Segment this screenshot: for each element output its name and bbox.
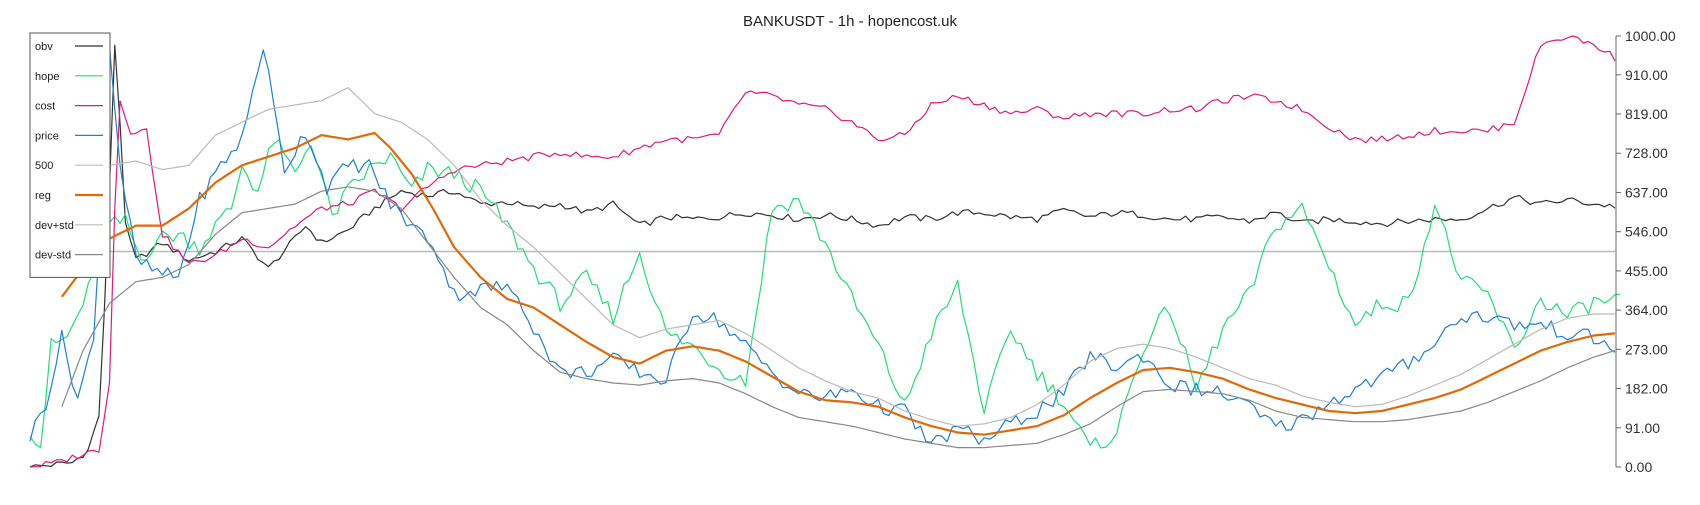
y-tick-label: 910.00 (1625, 67, 1668, 83)
legend-label-price: price (35, 130, 59, 142)
legend-label-hope: hope (35, 71, 59, 83)
legend: obv hope cost price 500 reg dev+std dev-std (29, 32, 111, 278)
y-tick-label: 819.00 (1625, 106, 1668, 122)
legend-label-500: 500 (35, 160, 53, 172)
y-tick-label: 728.00 (1625, 145, 1668, 161)
series-line-hope (29, 139, 1621, 449)
series-line-dev-std (61, 87, 1615, 427)
legend-label-cost: cost (35, 101, 55, 113)
y-tick-label: 546.00 (1625, 224, 1668, 240)
y-tick-label: 637.00 (1625, 184, 1668, 200)
legend-label-obv: obv (35, 41, 53, 53)
y-tick-label: 1000.00 (1625, 28, 1676, 44)
legend-label-dev-std: dev+std (35, 220, 74, 232)
series-line-reg (60, 131, 1616, 436)
y-tick-label: 0.00 (1625, 459, 1652, 475)
legend-label-dev-std: dev-std (35, 250, 71, 262)
plot-area (29, 35, 1621, 468)
series-line-dev-std (61, 186, 1616, 449)
y-tick-label: 455.00 (1625, 263, 1668, 279)
legend-box (29, 32, 111, 278)
y-tick-label: 273.00 (1625, 341, 1668, 357)
y-tick-label: 182.00 (1625, 381, 1668, 397)
y-tick-label: 91.00 (1625, 420, 1660, 436)
series-line-cost (29, 35, 1616, 468)
series-line-obv (29, 44, 1616, 468)
chart-title: BANKUSDT - 1h - hopencost.uk (743, 13, 957, 30)
y-tick-label: 364.00 (1625, 302, 1668, 318)
legend-label-reg: reg (35, 190, 51, 202)
y-axis: 1000.00 910.00 819.00 728.00 637.00 546.00 455… (1615, 28, 1676, 475)
